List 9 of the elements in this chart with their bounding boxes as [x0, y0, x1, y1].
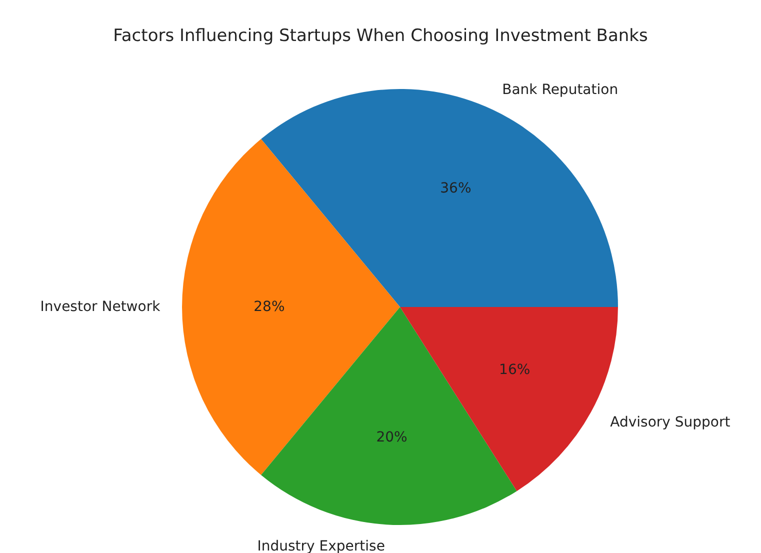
slice-label: Advisory Support: [610, 414, 731, 431]
data-label: 36%: [440, 180, 472, 197]
slice-label: Industry Expertise: [257, 538, 385, 553]
chart-title: Factors Influencing Startups When Choosing Investment Banks: [113, 26, 648, 46]
data-label: 20%: [376, 430, 408, 446]
data-label: 28%: [254, 299, 285, 315]
data-label: 16%: [499, 362, 530, 378]
slice-label: Investor Network: [40, 299, 162, 315]
slice-label: Bank Reputation: [502, 82, 618, 98]
